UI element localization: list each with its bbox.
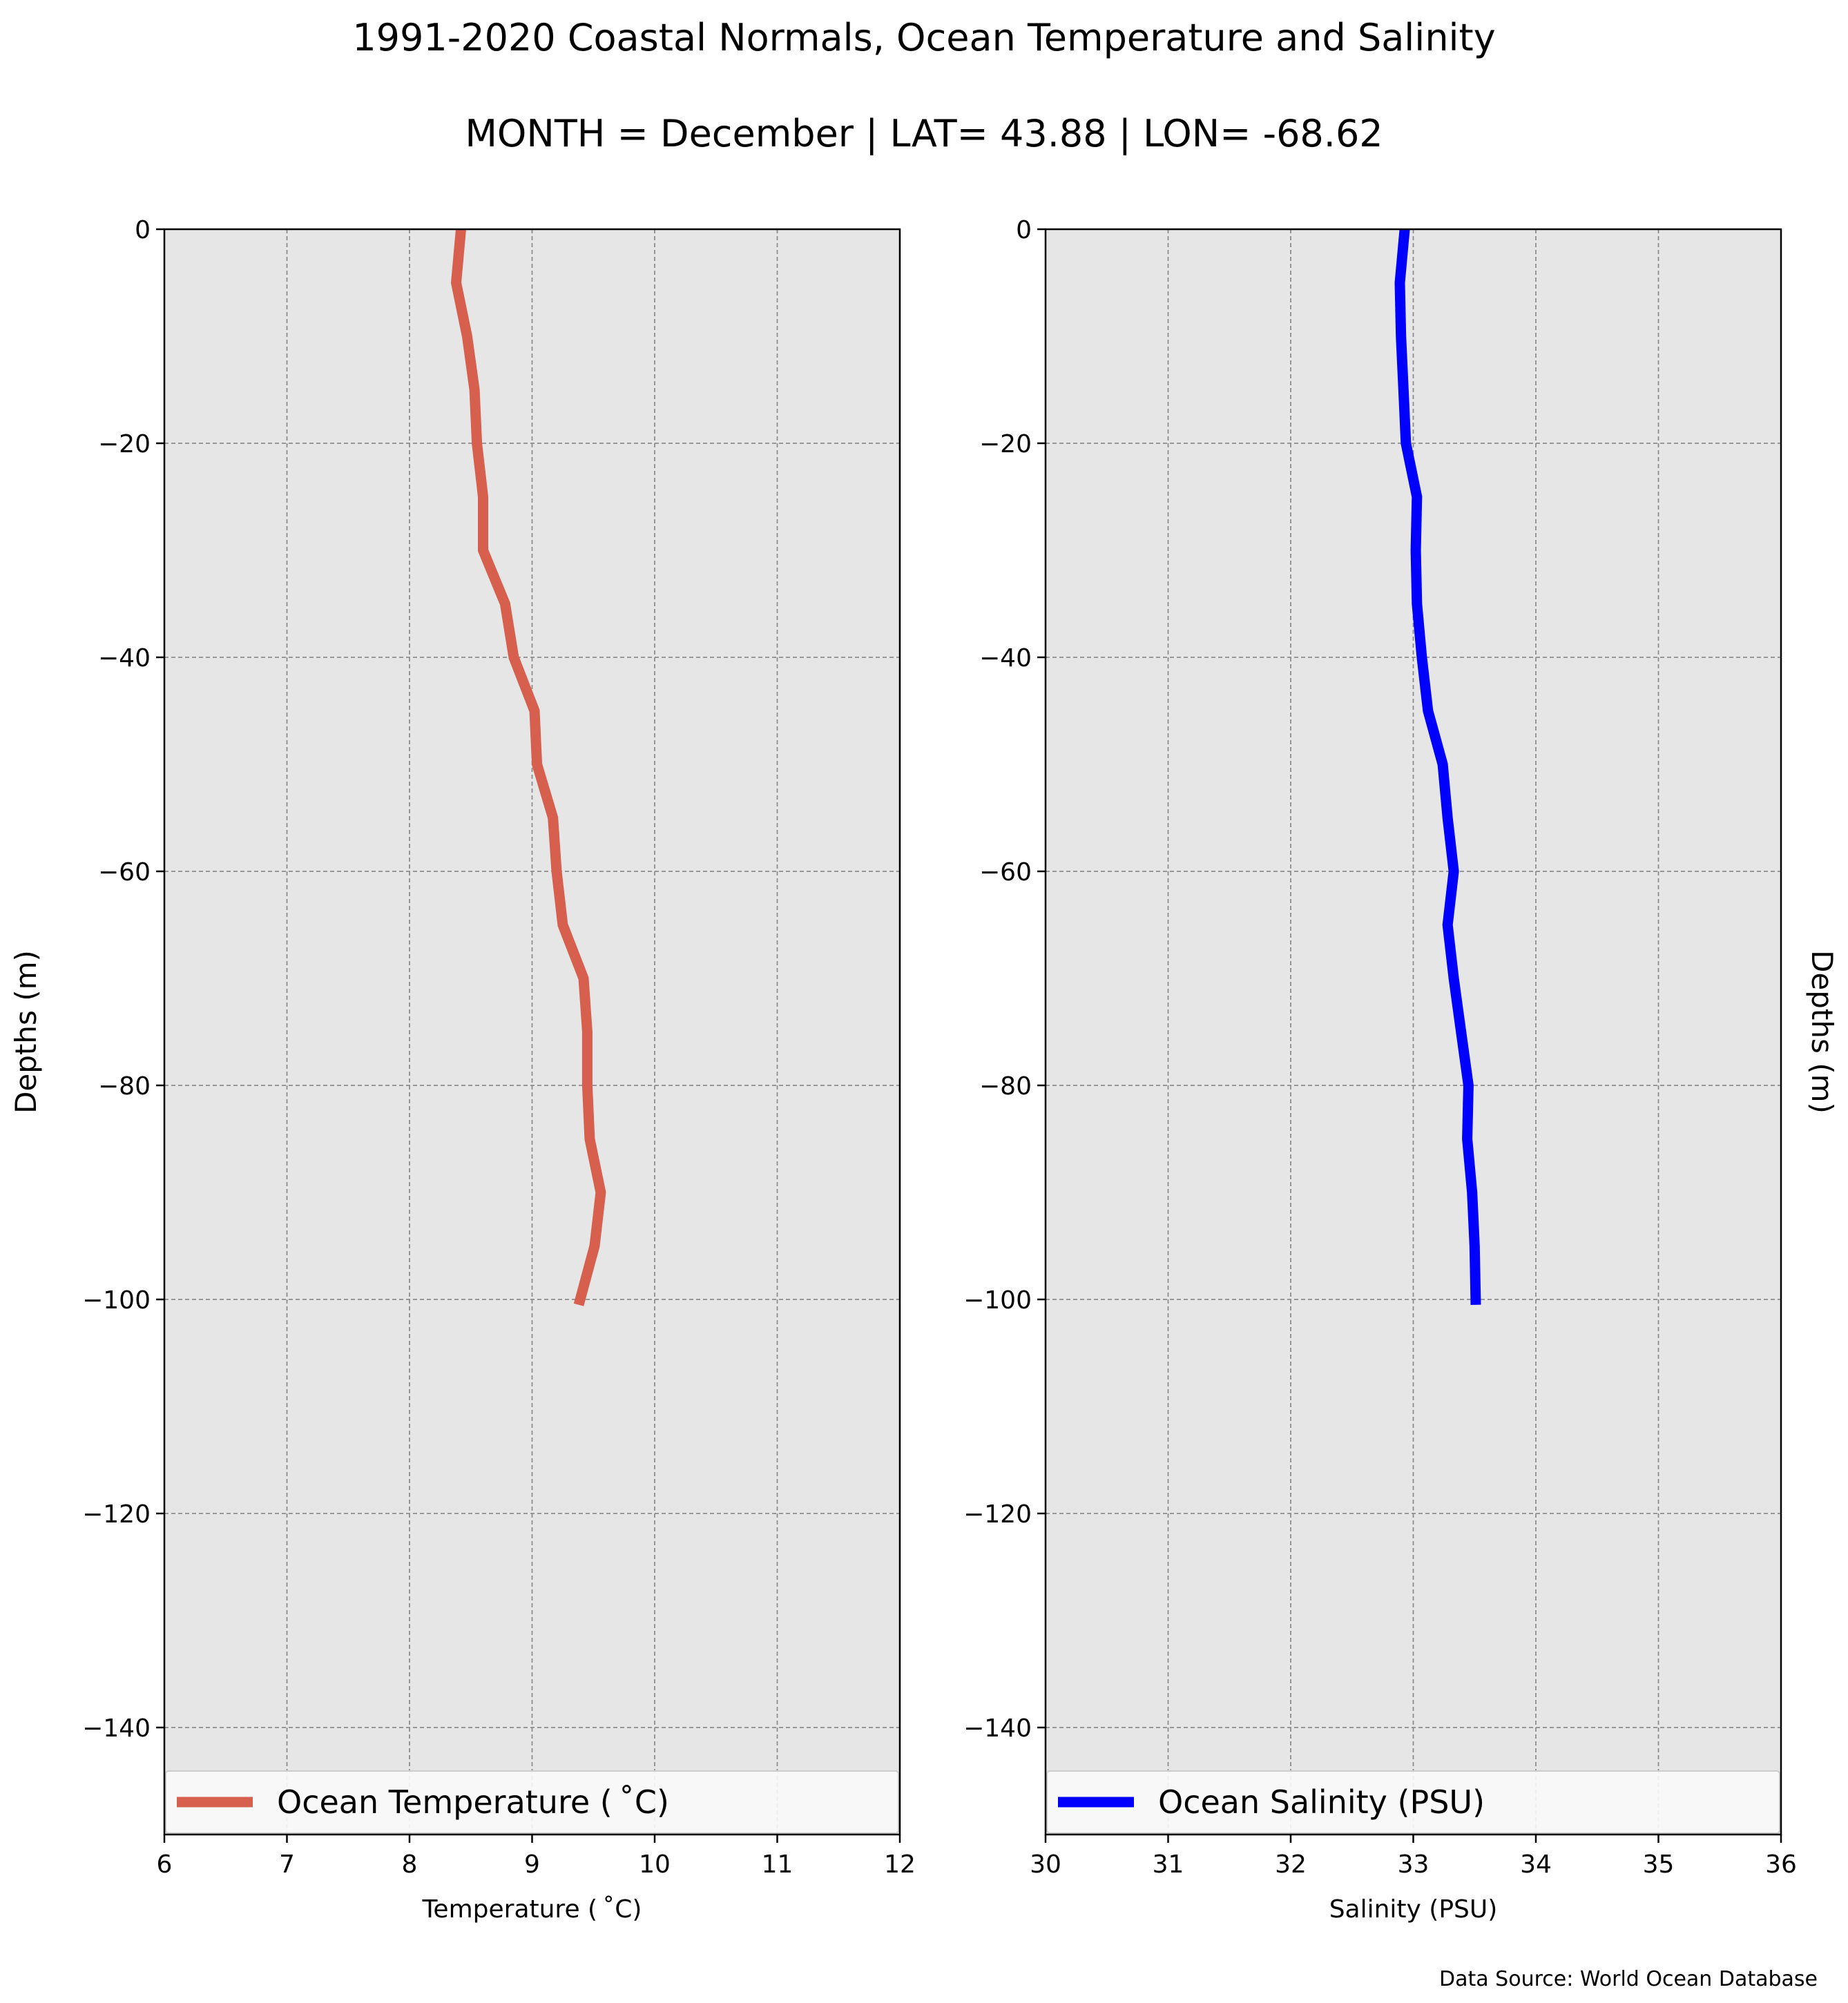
y-tick-label: −120: [963, 1500, 1032, 1529]
x-tick-label: 10: [639, 1850, 671, 1879]
chart-subtitle: MONTH = December | LAT= 43.88 | LON= -68…: [465, 112, 1383, 155]
x-tick-label: 11: [762, 1850, 793, 1879]
x-tick-label: 8: [402, 1850, 418, 1879]
y-tick-label: −80: [979, 1072, 1032, 1101]
y-tick-label: −20: [98, 430, 151, 458]
x-tick-label: 12: [884, 1850, 916, 1879]
x-tick-label: 7: [279, 1850, 295, 1879]
y-tick-label: −20: [979, 430, 1032, 458]
x-tick-label: 31: [1153, 1850, 1184, 1879]
x-tick-label: 33: [1398, 1850, 1430, 1879]
y-tick-label: −120: [82, 1500, 151, 1529]
x-tick-label: 36: [1765, 1850, 1797, 1879]
y-tick-label: −140: [82, 1714, 151, 1743]
legend-box: [1046, 1770, 1780, 1834]
series-line: [450, 229, 606, 1306]
y-tick-label: −100: [82, 1286, 151, 1315]
y-tick-label: 0: [1016, 216, 1032, 244]
y-tick-label: −40: [98, 644, 151, 672]
x-tick-label: 30: [1030, 1850, 1061, 1879]
y-tick-label: −140: [963, 1714, 1032, 1743]
x-tick-label: 6: [157, 1850, 173, 1879]
y-tick-label: 0: [135, 216, 151, 244]
y-tick-label: −100: [963, 1286, 1032, 1315]
legend-label: Ocean Salinity (PSU): [1158, 1783, 1485, 1821]
legend: Ocean Salinity (PSU): [1046, 1770, 1780, 1834]
data-source-note: Data Source: World Ocean Database: [1439, 1967, 1818, 1991]
y-tick-label: −40: [979, 644, 1032, 672]
x-axis-label: Temperature ( ˚C): [422, 1895, 642, 1924]
x-tick-label: 34: [1520, 1850, 1552, 1879]
x-tick-label: 9: [524, 1850, 540, 1879]
series-line: [1394, 229, 1481, 1305]
salinity-panel: Ocean Salinity (PSU) 30 31 32 33 34 35 36 0 −20 −4…: [963, 216, 1839, 1924]
x-axis-label: Salinity (PSU): [1329, 1895, 1498, 1924]
y-axis-label: Depths (m): [9, 950, 43, 1114]
y-tick-label: −60: [98, 858, 151, 887]
y-tick-label: −80: [98, 1072, 151, 1101]
legend-box: [165, 1770, 899, 1834]
legend: Ocean Temperature ( ˚C): [165, 1770, 899, 1834]
x-tick-label: 35: [1643, 1850, 1675, 1879]
x-tick-label: 32: [1275, 1850, 1307, 1879]
legend-label: Ocean Temperature ( ˚C): [277, 1783, 669, 1821]
chart-title: 1991-2020 Coastal Normals, Ocean Tempera…: [352, 16, 1495, 59]
temperature-panel: Ocean Temperature ( ˚C) 6 7 8 9 10 11 12 0 −20 −40…: [9, 216, 916, 1924]
y-axis-label-right: Depths (m): [1805, 950, 1839, 1114]
y-tick-label: −60: [979, 858, 1032, 887]
